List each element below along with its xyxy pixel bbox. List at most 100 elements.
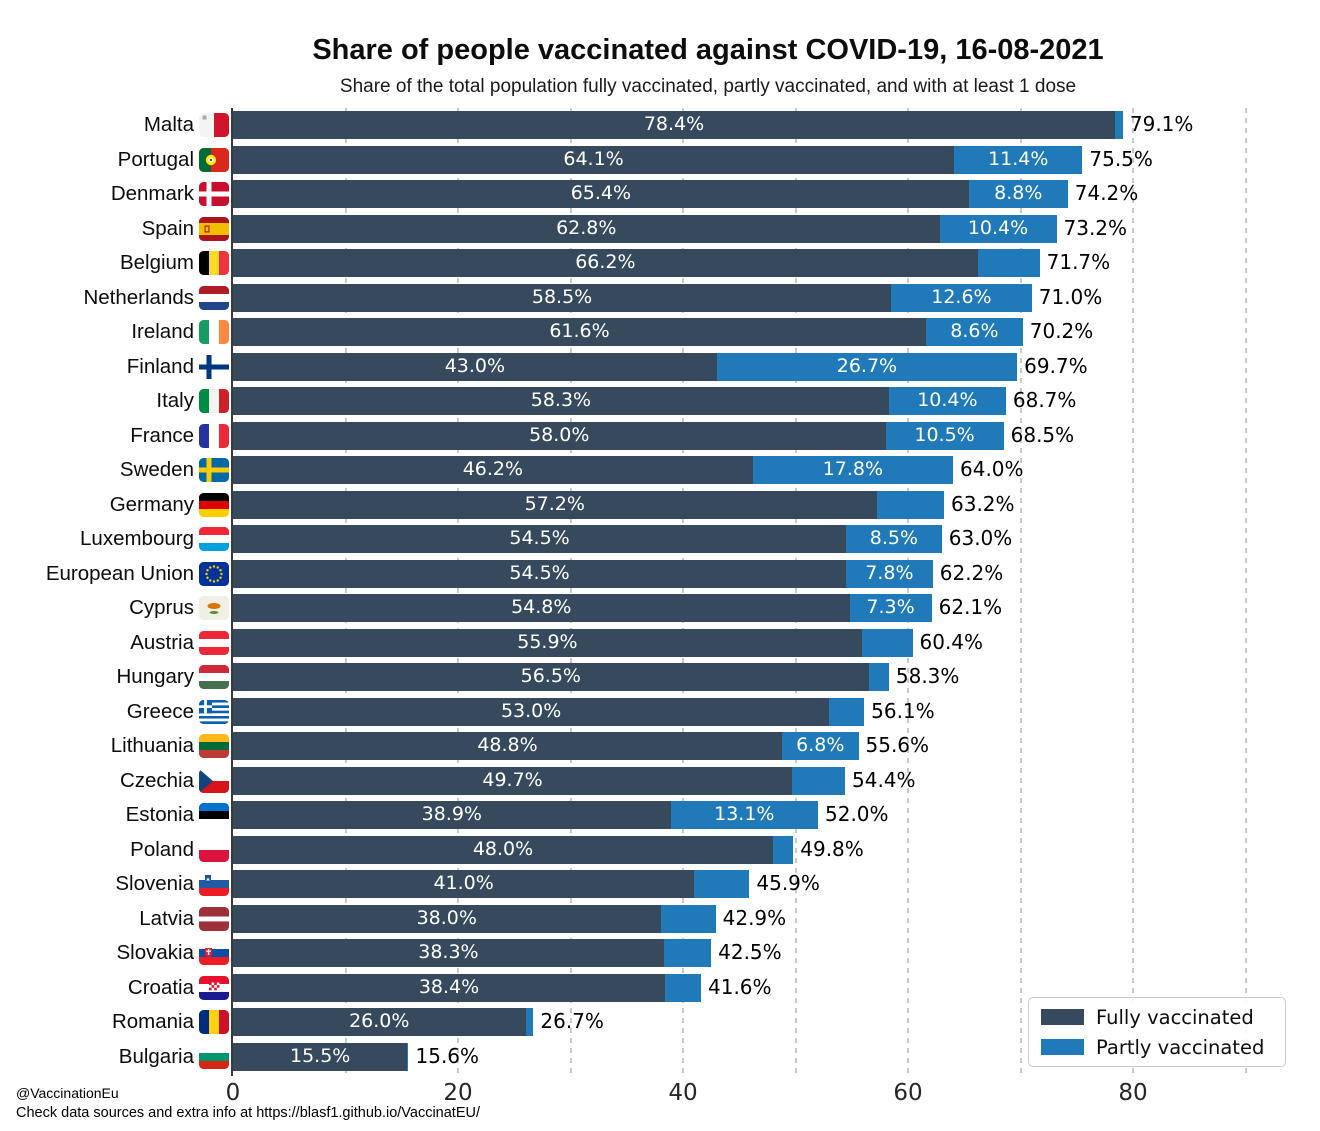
legend-item-partly: Partly vaccinated — [1041, 1036, 1273, 1059]
bar-row: 38.0% 42.9% — [233, 902, 1247, 937]
lithuania-flag-icon — [199, 734, 229, 759]
gridline — [569, 108, 572, 1074]
bar-row: 43.0% 26.7% 69.7% — [233, 350, 1247, 385]
total-value-label: 26.7% — [540, 1009, 604, 1034]
country-row-label: Hungary — [0, 660, 229, 695]
total-value-label: 68.7% — [1012, 388, 1077, 413]
partly-bar-segment — [868, 663, 889, 692]
bar-row: 56.5% 58.3% — [233, 660, 1247, 695]
france-flag-icon — [199, 423, 229, 448]
total-value-label: 71.0% — [1038, 284, 1103, 309]
partly-bar-segment — [773, 835, 794, 864]
bar-row: 38.3% 42.5% — [233, 936, 1247, 971]
germany-flag-icon — [199, 492, 229, 517]
bar-row: 54.5% 8.5% 63.0% — [233, 522, 1247, 557]
total-value-label: 63.0% — [948, 526, 1013, 551]
x-tick-label: 0 — [225, 1080, 241, 1106]
country-row-label: Slovenia — [0, 867, 229, 902]
malta-flag-icon — [199, 113, 229, 138]
total-value-label: 54.4% — [852, 767, 916, 792]
partly-bar-segment — [939, 214, 1057, 243]
partly-value-label: 8.8% — [994, 182, 1043, 205]
country-label: Ireland — [131, 320, 194, 344]
fully-value-label: 15.5% — [290, 1044, 351, 1067]
total-value-label: 55.6% — [865, 733, 930, 758]
fully-bar-segment — [233, 456, 753, 485]
gridline — [1244, 108, 1247, 1074]
country-label: Finland — [126, 354, 194, 378]
bar-row: 38.9% 13.1% 52.0% — [233, 798, 1247, 833]
country-row-label: European Union — [0, 557, 229, 592]
chart-subtitle: Share of the total population fully vacc… — [339, 76, 1077, 97]
country-label: Italy — [156, 389, 194, 413]
gridline — [1019, 108, 1022, 1074]
partly-vaccinated-swatch-icon — [1041, 1039, 1084, 1055]
partly-bar-segment — [752, 456, 953, 485]
legend-item-fully: Fully vaccinated — [1041, 1006, 1273, 1029]
total-value-label: 68.5% — [1010, 422, 1075, 447]
total-value-label: 42.5% — [718, 940, 782, 965]
slovakia-flag-icon — [199, 941, 229, 966]
partly-bar-segment — [861, 628, 913, 657]
partly-bar-segment — [876, 490, 944, 519]
country-row-label: Croatia — [0, 971, 229, 1006]
partly-value-label: 12.6% — [931, 285, 992, 308]
partly-value-label: 10.4% — [917, 389, 978, 412]
fully-bar-segment — [233, 214, 940, 243]
country-label: Denmark — [110, 182, 194, 206]
fully-value-label: 38.3% — [418, 941, 479, 964]
estonia-flag-icon — [199, 803, 229, 828]
country-row-label: Austria — [0, 626, 229, 661]
bar-row: 61.6% 8.6% 70.2% — [233, 315, 1247, 350]
country-row-label: Belgium — [0, 246, 229, 281]
partly-value-label: 17.8% — [822, 458, 884, 481]
partly-bar-segment — [694, 870, 750, 899]
country-label: Slovakia — [116, 941, 195, 965]
partly-bar-segment — [849, 594, 932, 623]
total-value-label: 58.3% — [895, 664, 960, 689]
total-value-label: 42.9% — [722, 905, 787, 930]
partly-value-label: 13.1% — [714, 803, 775, 826]
y-axis-line — [231, 108, 233, 1076]
total-value-label: 52.0% — [825, 802, 889, 827]
fully-value-label: 57.2% — [524, 492, 585, 515]
partly-bar-segment — [665, 973, 701, 1002]
sweden-flag-icon — [199, 458, 229, 483]
greece-flag-icon — [199, 699, 229, 724]
gridline — [682, 108, 684, 1074]
slovenia-flag-icon — [199, 872, 229, 897]
country-row-label: Bulgaria — [0, 1040, 229, 1075]
partly-bar-segment — [407, 1042, 409, 1071]
fully-value-label: 58.0% — [529, 423, 590, 446]
bar-row: 57.2% 63.2% — [233, 488, 1247, 523]
bar-row: 49.7% 54.4% — [233, 764, 1247, 799]
country-label: Portugal — [117, 147, 194, 171]
fully-value-label: 58.5% — [531, 285, 593, 308]
partly-value-label: 6.8% — [796, 734, 845, 757]
bar-row: 58.5% 12.6% 71.0% — [233, 281, 1247, 316]
country-row-label: Czechia — [0, 764, 229, 799]
country-label: France — [130, 423, 194, 447]
partly-bar-segment — [525, 1008, 534, 1037]
bar-row: 62.8% 10.4% 73.2% — [233, 212, 1247, 247]
italy-flag-icon — [199, 389, 229, 414]
fully-bar-segment — [233, 766, 793, 795]
country-row-label: France — [0, 419, 229, 454]
bar-row: 53.0% 56.1% — [233, 695, 1247, 730]
fully-value-label: 26.0% — [349, 1010, 410, 1033]
hungary-flag-icon — [199, 665, 229, 690]
fully-value-label: 65.4% — [570, 182, 632, 205]
poland-flag-icon — [199, 837, 229, 862]
country-label: Malta — [143, 113, 194, 137]
country-label: Slovenia — [115, 872, 194, 896]
country-label: Czechia — [119, 768, 194, 792]
fully-value-label: 53.0% — [500, 699, 562, 722]
partly-value-label: 7.3% — [866, 596, 915, 619]
ireland-flag-icon — [199, 320, 229, 345]
denmark-flag-icon — [199, 182, 229, 207]
fully-value-label: 48.8% — [477, 734, 538, 757]
fully-value-label: 56.5% — [520, 665, 581, 688]
partly-value-label: 10.4% — [967, 216, 1029, 239]
fully-bar-segment — [233, 421, 886, 450]
